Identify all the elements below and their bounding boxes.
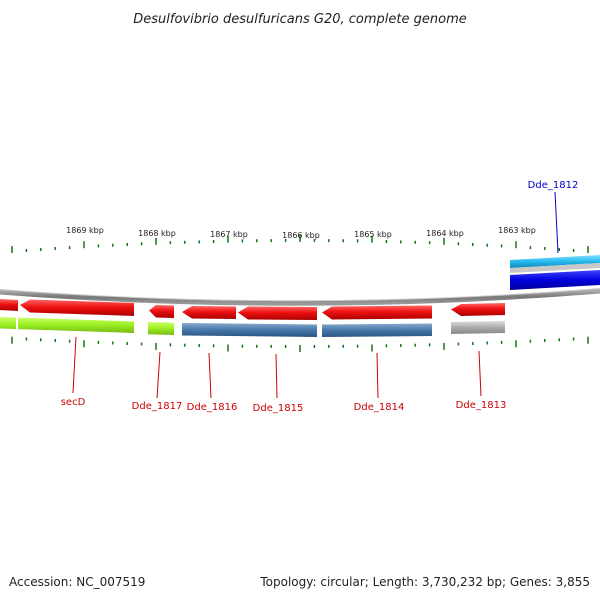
cog-segment-gray[interactable] (451, 321, 505, 334)
gene-dde-1814[interactable] (322, 305, 432, 320)
scale-label: 1865 kbp (354, 230, 392, 239)
genome-summary-text: Topology: circular; Length: 3,730,232 bp… (259, 575, 590, 589)
cog-segment-lime[interactable] (0, 317, 134, 333)
gene-label-dde-1817[interactable]: Dde_1817 (132, 401, 183, 412)
cog-segment-lime[interactable] (148, 322, 174, 335)
map-title: Desulfovibrio desulfuricans G20, complet… (133, 12, 467, 27)
gene-label-dde-1815[interactable]: Dde_1815 (253, 403, 304, 414)
leader-dde-1812 (554, 191, 559, 254)
gene-dde-1816[interactable] (182, 306, 236, 319)
scale-ticks-bottom (11, 336, 589, 352)
cog-track-forward[interactable] (510, 255, 600, 268)
gene-label-dde-1816[interactable]: Dde_1816 (187, 402, 238, 413)
genome-backbone (0, 288, 600, 306)
cog-segment-steelblue[interactable] (182, 323, 317, 337)
gene-label-dde-1812[interactable]: Dde_1812 (528, 180, 579, 191)
leader-dde-1813 (478, 350, 482, 397)
cog-segment-divider (16, 317, 18, 330)
leader-dde-1814 (376, 352, 379, 399)
scale-label: 1869 kbp (66, 226, 104, 235)
leader-secd (72, 336, 77, 394)
gene-label-dde-1814[interactable]: Dde_1814 (354, 402, 405, 413)
gene-label-leaders (72, 191, 559, 399)
leader-dde-1816 (208, 352, 212, 399)
leader-dde-1817 (156, 351, 161, 399)
scale-label: 1863 kbp (498, 226, 536, 235)
cog-segment-steelblue[interactable] (322, 323, 432, 338)
leader-dde-1815 (275, 353, 278, 399)
accession-text: Accession: NC_007519 (9, 575, 145, 589)
gene-label-dde-1813[interactable]: Dde_1813 (456, 400, 507, 411)
scale-label: 1868 kbp (138, 229, 176, 238)
gene-arrow-left-edge[interactable] (0, 299, 18, 311)
gene-arrows-reverse (0, 299, 505, 320)
scale-labels: 1869 kbp 1868 kbp 1867 kbp 1866 kbp 1865… (66, 226, 536, 240)
gene-dde-1813[interactable] (451, 303, 505, 316)
cog-track-reverse (0, 317, 505, 337)
gene-label-secd[interactable]: secD (61, 397, 86, 408)
gene-dde-1817[interactable] (149, 305, 174, 318)
scale-label: 1864 kbp (426, 229, 464, 238)
scale-label: 1866 kbp (282, 231, 320, 240)
scale-label: 1867 kbp (210, 230, 248, 239)
genome-backbone-highlight (0, 288, 600, 302)
gene-dde-1815[interactable] (238, 306, 317, 321)
gene-secd[interactable] (20, 299, 134, 317)
cog-track-forward-shadow (510, 263, 600, 273)
scale-ticks-top (11, 235, 589, 254)
gene-dde-1812[interactable] (510, 270, 600, 290)
